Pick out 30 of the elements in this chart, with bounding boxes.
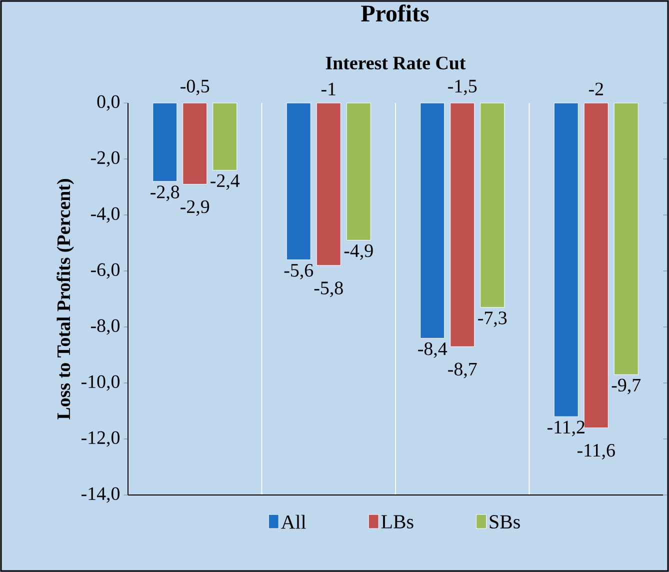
chart-title: Profits [361,4,429,22]
data-label: -4,9 [344,244,373,260]
legend-label: SBs [490,515,520,529]
x-tick-label: -0,5 [180,80,210,96]
data-label: -11,2 [547,420,584,436]
data-label: -7,3 [478,312,507,328]
y-tick-label: -2,0 [90,151,120,167]
y-tick-label: -4,0 [90,207,120,223]
y-tick-label: -12,0 [82,431,120,447]
data-label: -8,4 [418,342,448,358]
data-label: -2,4 [210,174,240,190]
y-tick-label: -8,0 [90,319,120,335]
y-tick-label: -14,0 [82,487,120,503]
x-tick-label: -1,5 [448,80,477,96]
x-tick-label: -1 [321,82,336,96]
data-label: -5,8 [314,282,343,298]
x-tick-label: -2 [588,82,603,96]
data-label: -2,9 [180,200,210,216]
data-label: -2,8 [150,186,180,202]
data-label: -9,7 [612,378,641,394]
legend-label: All [281,514,306,529]
y-tick-label: 0,0 [97,95,120,111]
y-tick-label: -10,0 [82,375,120,391]
data-label: -5,6 [284,264,314,280]
legend-label: LBs [381,515,414,528]
y-axis-title: Loss to Total Profits (Percent) [56,179,74,420]
data-label: -11,6 [577,444,615,460]
y-tick-label: -6,0 [90,263,120,279]
x-axis-title: Interest Rate Cut [326,56,466,70]
data-label: -8,7 [448,362,477,378]
